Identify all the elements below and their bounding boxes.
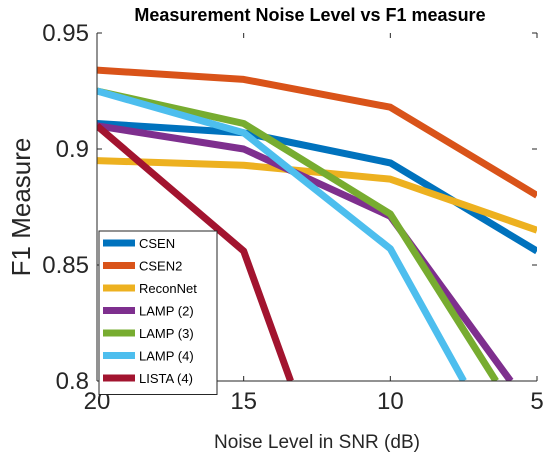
legend-label-lamp-3: LAMP (3) xyxy=(139,326,194,341)
y-tick-label: 0.85 xyxy=(42,252,89,279)
y-axis-label: F1 Measure xyxy=(6,138,36,277)
x-tick-label: 15 xyxy=(230,388,257,415)
legend-label-lamp-4: LAMP (4) xyxy=(139,349,194,364)
series-line-lamp-3 xyxy=(97,87,499,381)
legend-label-reconnet: ReconNet xyxy=(139,281,197,296)
legend: CSEN CSEN2 ReconNet LAMP (2) LAMP (3) LAMP (4… xyxy=(98,230,218,395)
y-tick-label: 0.9 xyxy=(56,136,89,163)
series-layer xyxy=(97,66,537,381)
x-tick-label: 10 xyxy=(377,388,404,415)
x-tick-label: 5 xyxy=(530,388,543,415)
legend-label-lamp-2: LAMP (2) xyxy=(139,304,194,319)
chart-title: Measurement Noise Level vs F1 measure xyxy=(134,5,485,25)
legend-label-lista-4: LISTA (4) xyxy=(139,371,193,386)
x-axis-label: Noise Level in SNR (dB) xyxy=(214,432,420,453)
legend-label-csen: CSEN xyxy=(139,236,175,251)
series-line-lamp-2 xyxy=(97,122,514,381)
legend-label-csen2: CSEN2 xyxy=(139,259,182,274)
series-line-lista-4 xyxy=(97,123,294,381)
ticks-layer: 20 15 10 50.80.850.90.95 xyxy=(42,20,543,415)
y-tick-label: 0.95 xyxy=(42,20,89,47)
series-line-csen2 xyxy=(97,66,537,199)
series-line-lamp-4 xyxy=(97,87,467,381)
y-tick-label: 0.8 xyxy=(56,368,89,395)
